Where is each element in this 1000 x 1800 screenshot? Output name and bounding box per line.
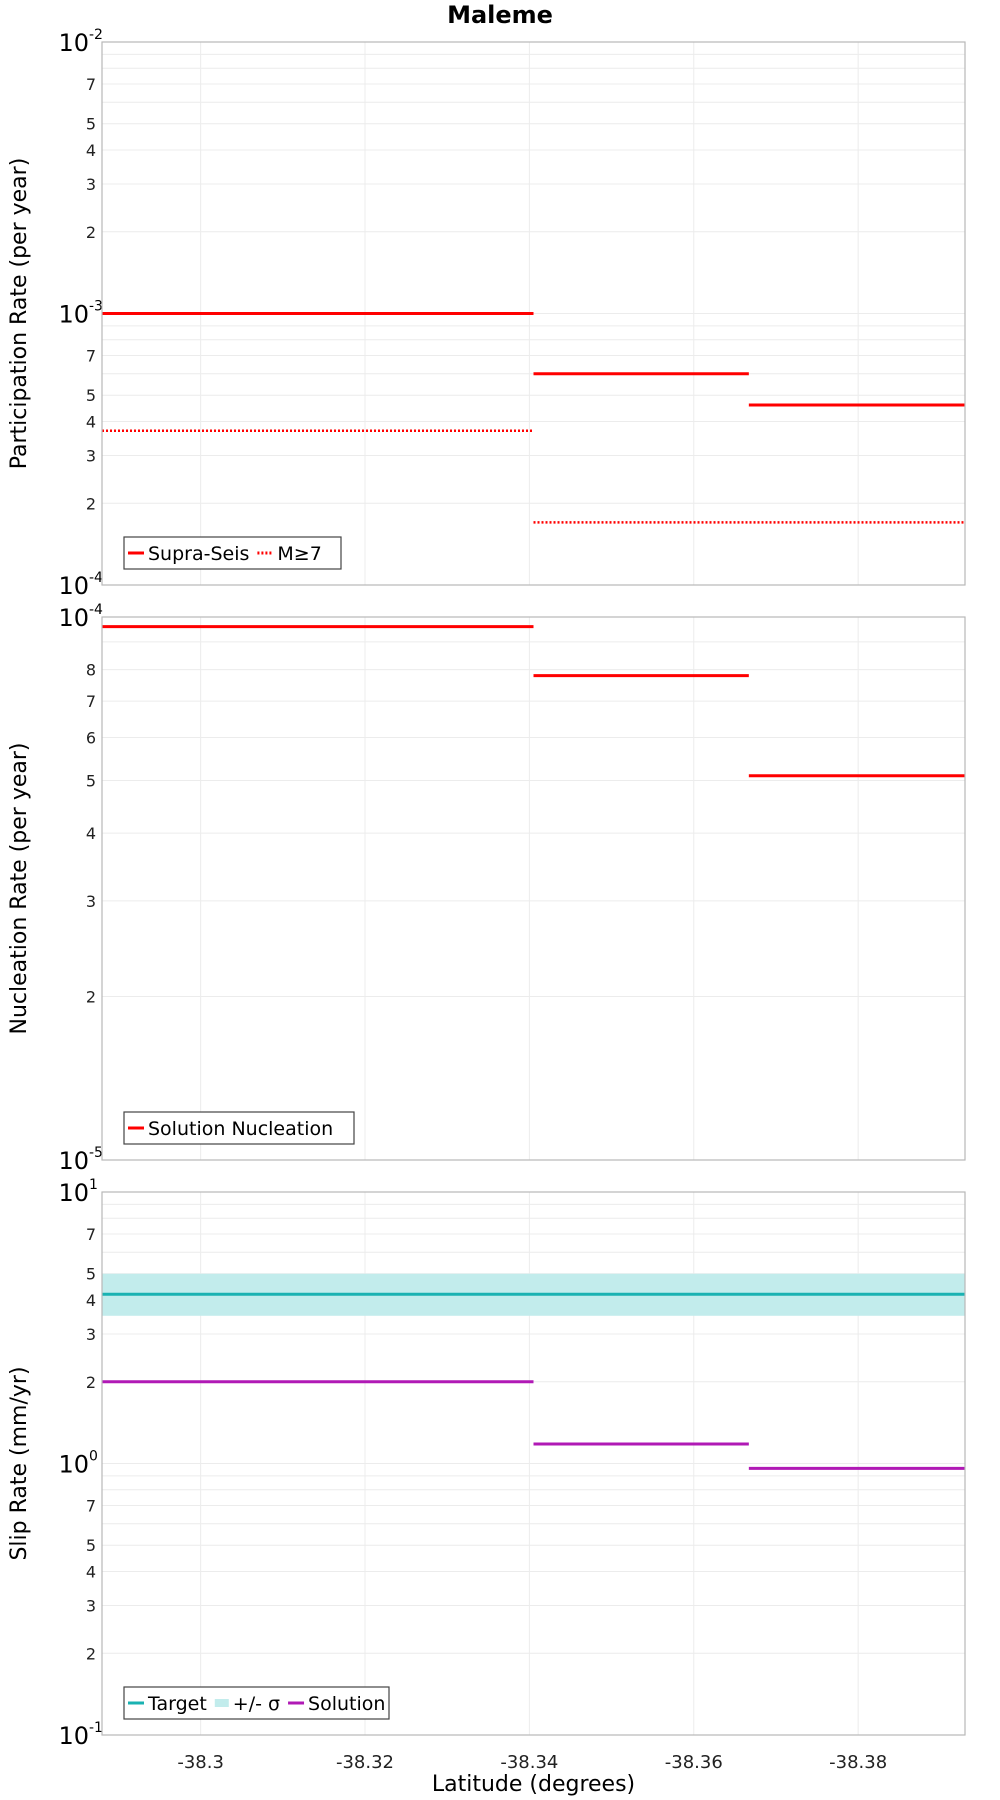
y-tick-exponent: -3 (89, 299, 103, 315)
y-tick-label: 4 (86, 824, 96, 843)
legend: Target +/- σ Solution (123, 1686, 390, 1720)
y-axis-label: Participation Rate (per year) (7, 158, 32, 470)
legend-box (123, 536, 342, 570)
y-tick-exponent: -4 (89, 602, 103, 618)
y-tick-exponent: -4 (89, 570, 103, 586)
x-tick-label: -38.38 (829, 1752, 887, 1773)
y-tick-label: 7 (86, 75, 96, 94)
plot-frame (101, 616, 966, 1161)
legend-box (123, 1111, 355, 1145)
y-tick-label: 6 (86, 728, 96, 747)
y-tick-label: 7 (86, 1497, 96, 1516)
y-tick-exponent: -5 (89, 1145, 103, 1161)
chart-title: Maleme (447, 1, 553, 29)
y-tick-label: 3 (86, 446, 96, 465)
y-tick-label: 4 (86, 1291, 96, 1310)
y-tick-major: 10 (58, 301, 89, 329)
y-tick-major: 10 (58, 1722, 89, 1750)
legend: Solution Nucleation (123, 1111, 355, 1145)
plot-frame (101, 1191, 966, 1736)
y-tick-label: 5 (86, 771, 96, 790)
x-tick-label: -38.3 (177, 1752, 224, 1773)
grid-lines (102, 617, 965, 1160)
y-tick-label: 2 (86, 1644, 96, 1663)
y-tick-major: 10 (58, 572, 89, 600)
y-tick-label: 5 (86, 115, 96, 134)
y-tick-label: 3 (86, 1325, 96, 1344)
series-group (102, 1273, 965, 1470)
y-tick-label: 3 (86, 175, 96, 194)
y-tick-label: 4 (86, 141, 96, 160)
x-axis-label: Latitude (degrees) (432, 1772, 635, 1797)
y-tick-major: 10 (58, 29, 89, 57)
y-axis-label: Slip Rate (mm/yr) (7, 1366, 32, 1560)
y-tick-major: 10 (58, 1451, 89, 1479)
legend-label: Solution (308, 1693, 385, 1715)
grid-lines (102, 1192, 965, 1735)
y-tick-label: 7 (86, 692, 96, 711)
y-tick-exponent: -1 (89, 1720, 103, 1736)
y-tick-major: 10 (58, 1179, 89, 1207)
y-tick-label: 4 (86, 413, 96, 432)
plot-area (102, 617, 965, 1160)
x-axis: -38.3 -38.32 -38.34 -38.36 -38.38 Latitude (d… (177, 1752, 887, 1797)
legend-label: +/- σ (233, 1693, 280, 1715)
y-tick-exponent: 0 (89, 1449, 98, 1465)
y-tick-label: 3 (86, 892, 96, 911)
y-tick-major: 10 (58, 604, 89, 632)
series-group (102, 312, 965, 524)
y-tick-label: 2 (86, 1373, 96, 1392)
legend-label: Target (147, 1693, 207, 1715)
y-tick-exponent: 1 (89, 1177, 98, 1193)
y-tick-label: 5 (86, 386, 96, 405)
y-tick-label: 2 (86, 223, 96, 242)
x-tick-label: -38.36 (665, 1752, 723, 1773)
y-tick-label: 7 (86, 1225, 96, 1244)
legend-label: Supra-Seis (148, 543, 249, 565)
legend-label: Solution Nucleation (148, 1118, 333, 1140)
y-tick-label: 8 (86, 661, 96, 680)
y-tick-label: 4 (86, 1563, 96, 1582)
y-tick-label: 2 (86, 494, 96, 513)
x-tick-label: -38.34 (500, 1752, 558, 1773)
y-tick-major: 10 (58, 1147, 89, 1175)
x-tick-label: -38.32 (336, 1752, 394, 1773)
legend-box (123, 1686, 390, 1720)
legend-swatch-band (214, 1699, 229, 1707)
legend: Supra-Seis M≥7 (123, 536, 342, 570)
y-tick-exponent: -2 (89, 27, 103, 43)
y-tick-label: 7 (86, 347, 96, 366)
series-group (102, 625, 965, 778)
y-tick-label: 5 (86, 1536, 96, 1555)
legend-label: M≥7 (277, 543, 321, 565)
y-tick-label: 2 (86, 988, 96, 1007)
plot-frame (101, 41, 966, 586)
y-tick-label: 5 (86, 1265, 96, 1284)
y-axis-label: Nucleation Rate (per year) (7, 743, 32, 1035)
y-tick-label: 3 (86, 1596, 96, 1615)
